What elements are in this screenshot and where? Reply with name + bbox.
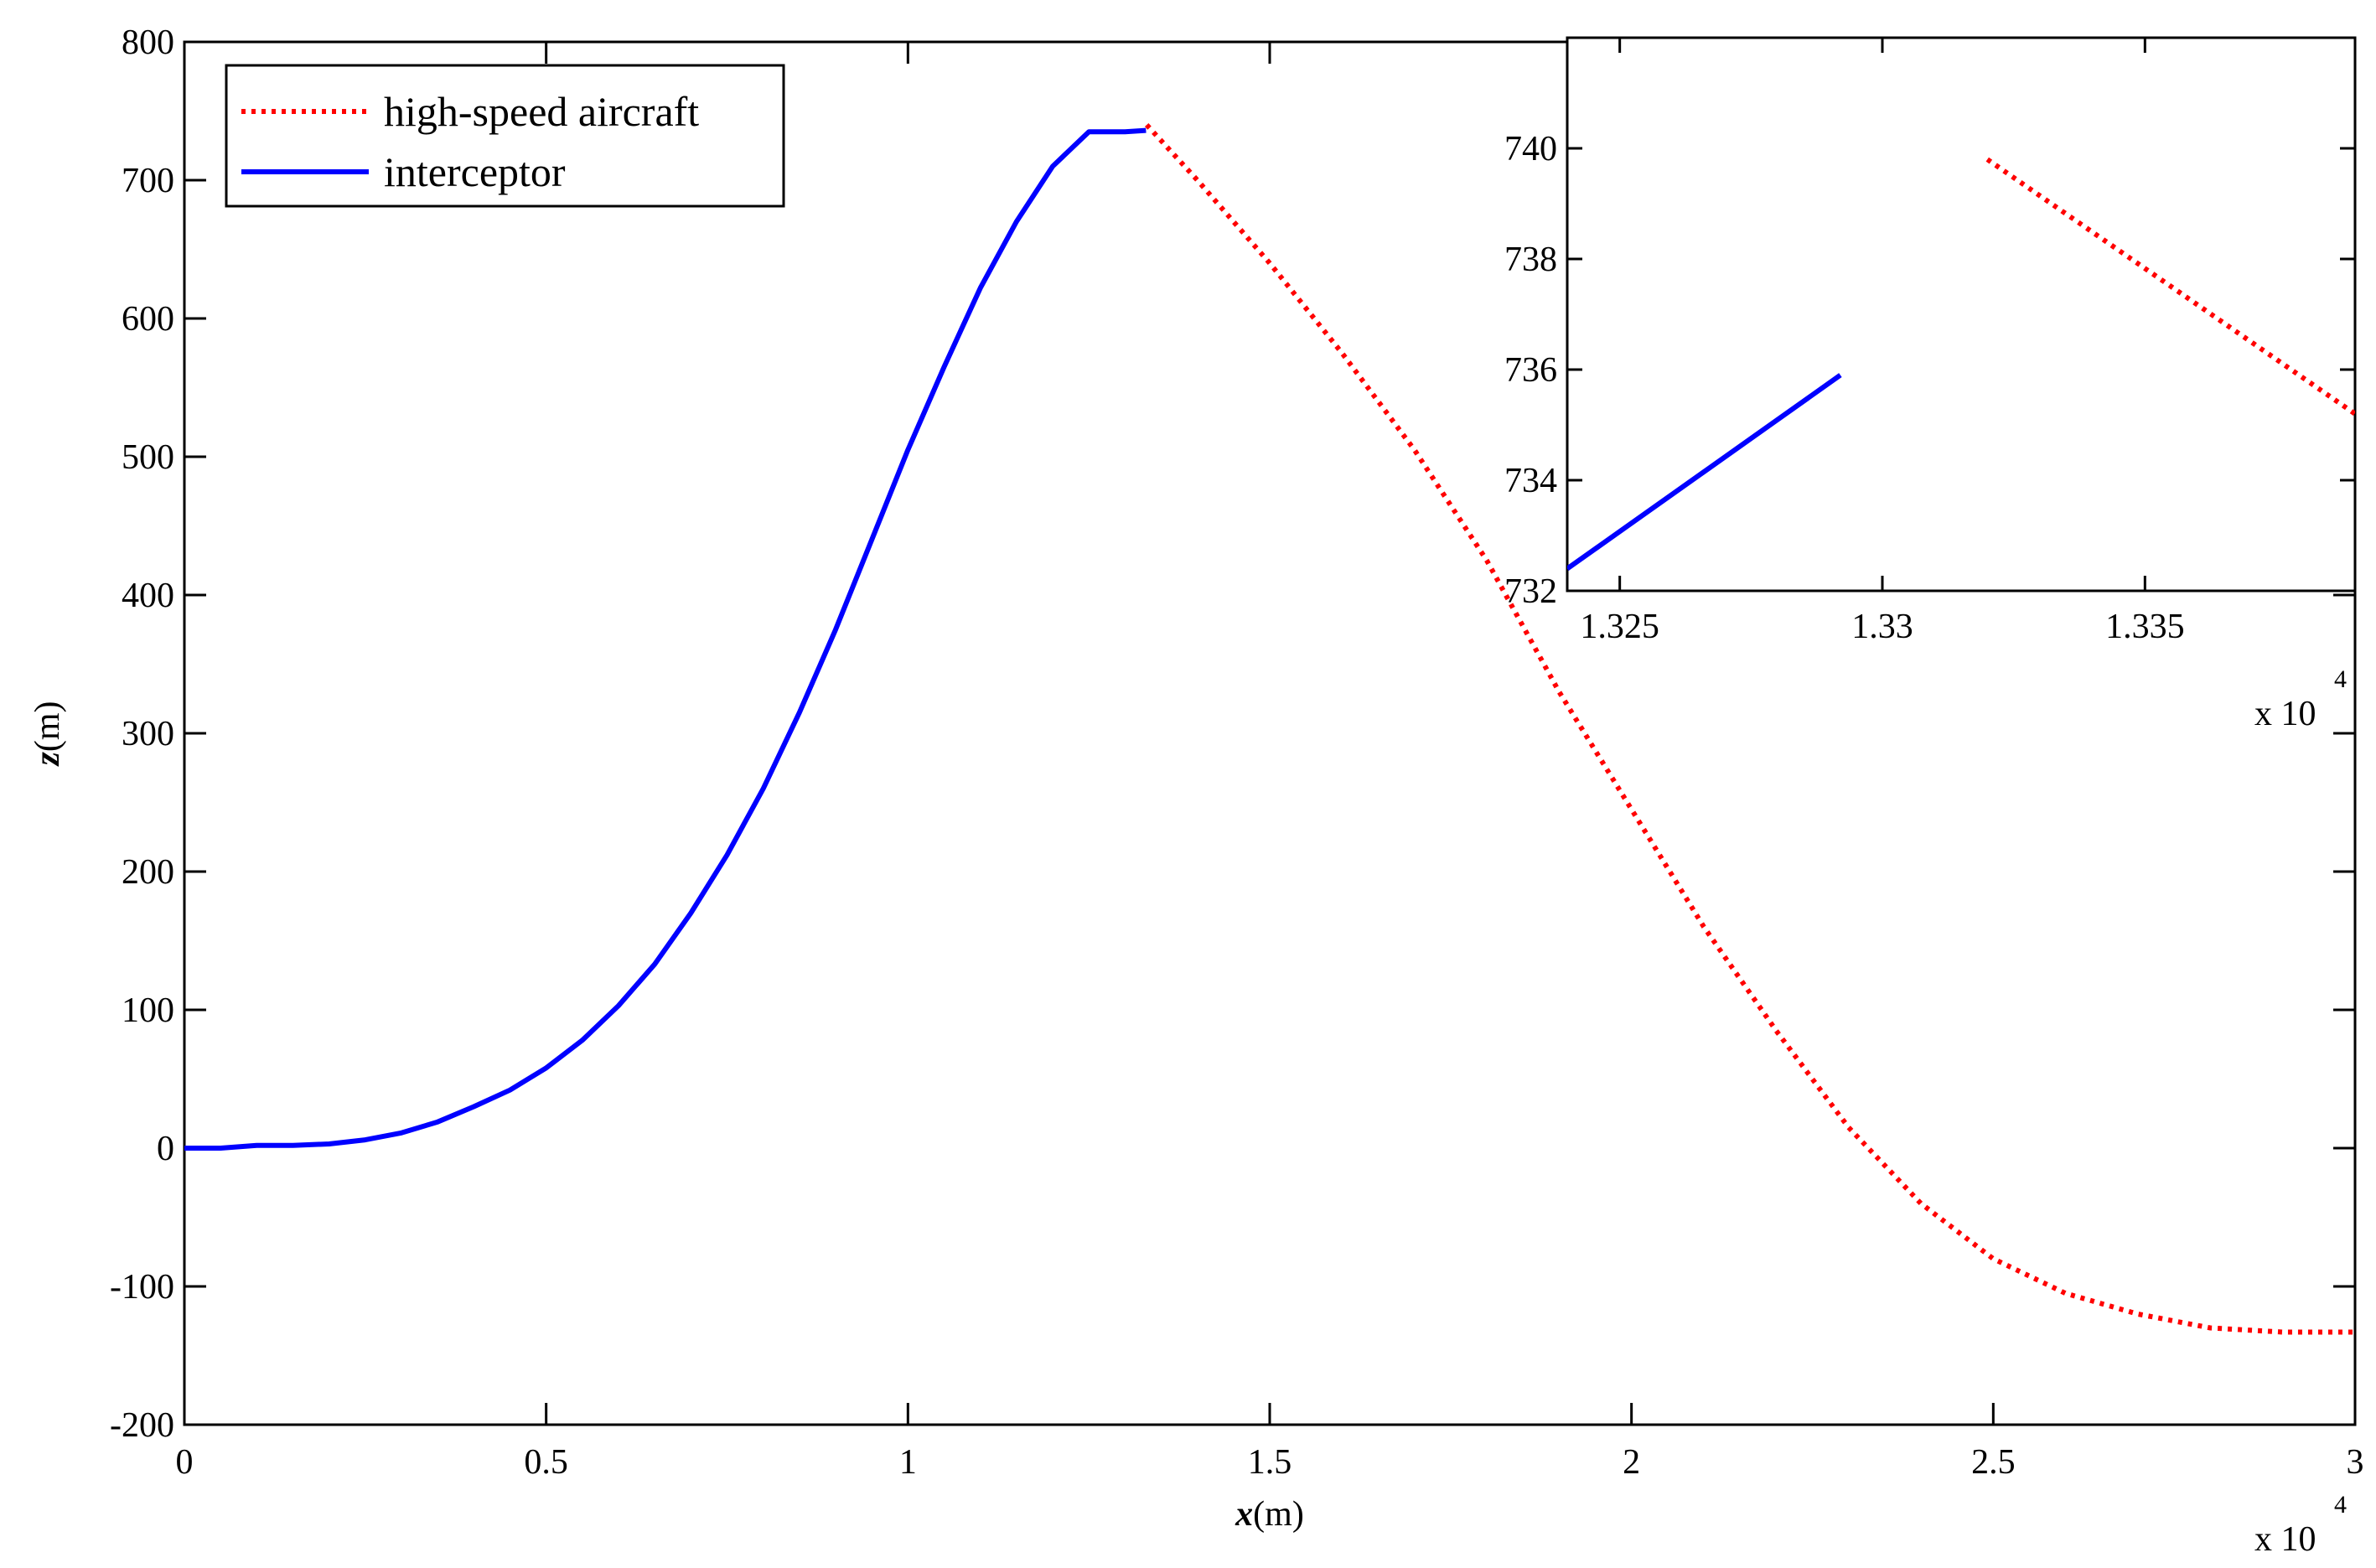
x-multiplier-exponent: 4 — [2334, 1491, 2347, 1519]
main-y-tick-label: 800 — [122, 23, 174, 62]
inset-series — [1567, 157, 2355, 572]
main-xlabel-variable: x — [1235, 1495, 1253, 1534]
inset-y-tick-label: 738 — [1504, 241, 1557, 279]
inset-y-tick-label: 734 — [1504, 462, 1557, 500]
main-series-interceptor — [184, 127, 1147, 1151]
inset-x-ticks: 1.325 1.33 1.335 — [1580, 38, 2185, 646]
inset-axes: 1.325 1.33 1.335 732 734 736 738 740 x 10 4 — [1504, 36, 2357, 733]
main-x-tick-label: 1.5 — [1248, 1443, 1292, 1482]
main-y-tick-label: 0 — [157, 1130, 174, 1168]
main-y-tick-label: 700 — [122, 162, 174, 200]
legend: high-speed aircraft interceptor — [225, 64, 785, 208]
inset-series-interceptor — [1567, 373, 1842, 572]
main-series — [184, 122, 2355, 1335]
main-x-tick-label: 2 — [1623, 1443, 1640, 1482]
inset-y-ticks: 732 734 736 738 740 — [1504, 130, 2355, 611]
main-y-tick-label: 100 — [122, 991, 174, 1030]
legend-box — [225, 64, 785, 208]
x-multiplier: x 10 4 — [2254, 1491, 2347, 1559]
main-series-high-speed-aircraft — [1144, 122, 2355, 1335]
inset-y-tick-label: 732 — [1504, 572, 1557, 611]
legend-label-interceptor: interceptor — [384, 148, 566, 195]
main-y-tick-label: -200 — [110, 1406, 174, 1445]
inset-x-tick-label: 1.33 — [1851, 608, 1913, 646]
main-x-tick-label: 1 — [899, 1443, 917, 1482]
inset-x-multiplier-label: x 10 — [2254, 695, 2316, 733]
inset-plot-frame — [1566, 36, 2357, 593]
main-y-tick-label: 300 — [122, 715, 174, 753]
inset-y-tick-label: 736 — [1504, 351, 1557, 390]
inset-x-multiplier-exponent: 4 — [2334, 665, 2347, 693]
inset-y-tick-label: 740 — [1504, 130, 1557, 168]
x-axis-label: x(m) — [1235, 1495, 1304, 1534]
main-y-ticks: -200 -100 0 100 200 300 400 500 600 700 800 — [110, 23, 2355, 1445]
main-ylabel-unit: (m) — [28, 701, 67, 752]
main-y-tick-label: 400 — [122, 577, 174, 615]
main-xlabel-unit: (m) — [1253, 1495, 1304, 1534]
main-x-ticks: 0 0.5 1 1.5 2 2.5 3 — [176, 42, 2364, 1482]
main-x-tick-label: 3 — [2347, 1443, 2364, 1482]
inset-x-multiplier: x 10 4 — [2254, 665, 2347, 733]
inset-series-high-speed-aircraft — [1985, 157, 2355, 417]
x-multiplier-label: x 10 — [2254, 1520, 2316, 1559]
inset-x-tick-label: 1.335 — [2105, 608, 2185, 646]
main-y-tick-label: 600 — [122, 300, 174, 339]
main-ylabel-variable: z — [28, 752, 67, 768]
main-x-tick-label: 0 — [176, 1443, 194, 1482]
legend-label-high-speed-aircraft: high-speed aircraft — [384, 88, 699, 135]
main-y-tick-label: 500 — [122, 438, 174, 477]
main-y-tick-label: 200 — [122, 853, 174, 892]
main-x-tick-label: 2.5 — [1971, 1443, 2016, 1482]
y-axis-label: z(m) — [28, 701, 67, 767]
main-x-tick-label: 0.5 — [524, 1443, 568, 1482]
main-y-tick-label: -100 — [110, 1268, 174, 1307]
inset-x-tick-label: 1.325 — [1580, 608, 1659, 646]
